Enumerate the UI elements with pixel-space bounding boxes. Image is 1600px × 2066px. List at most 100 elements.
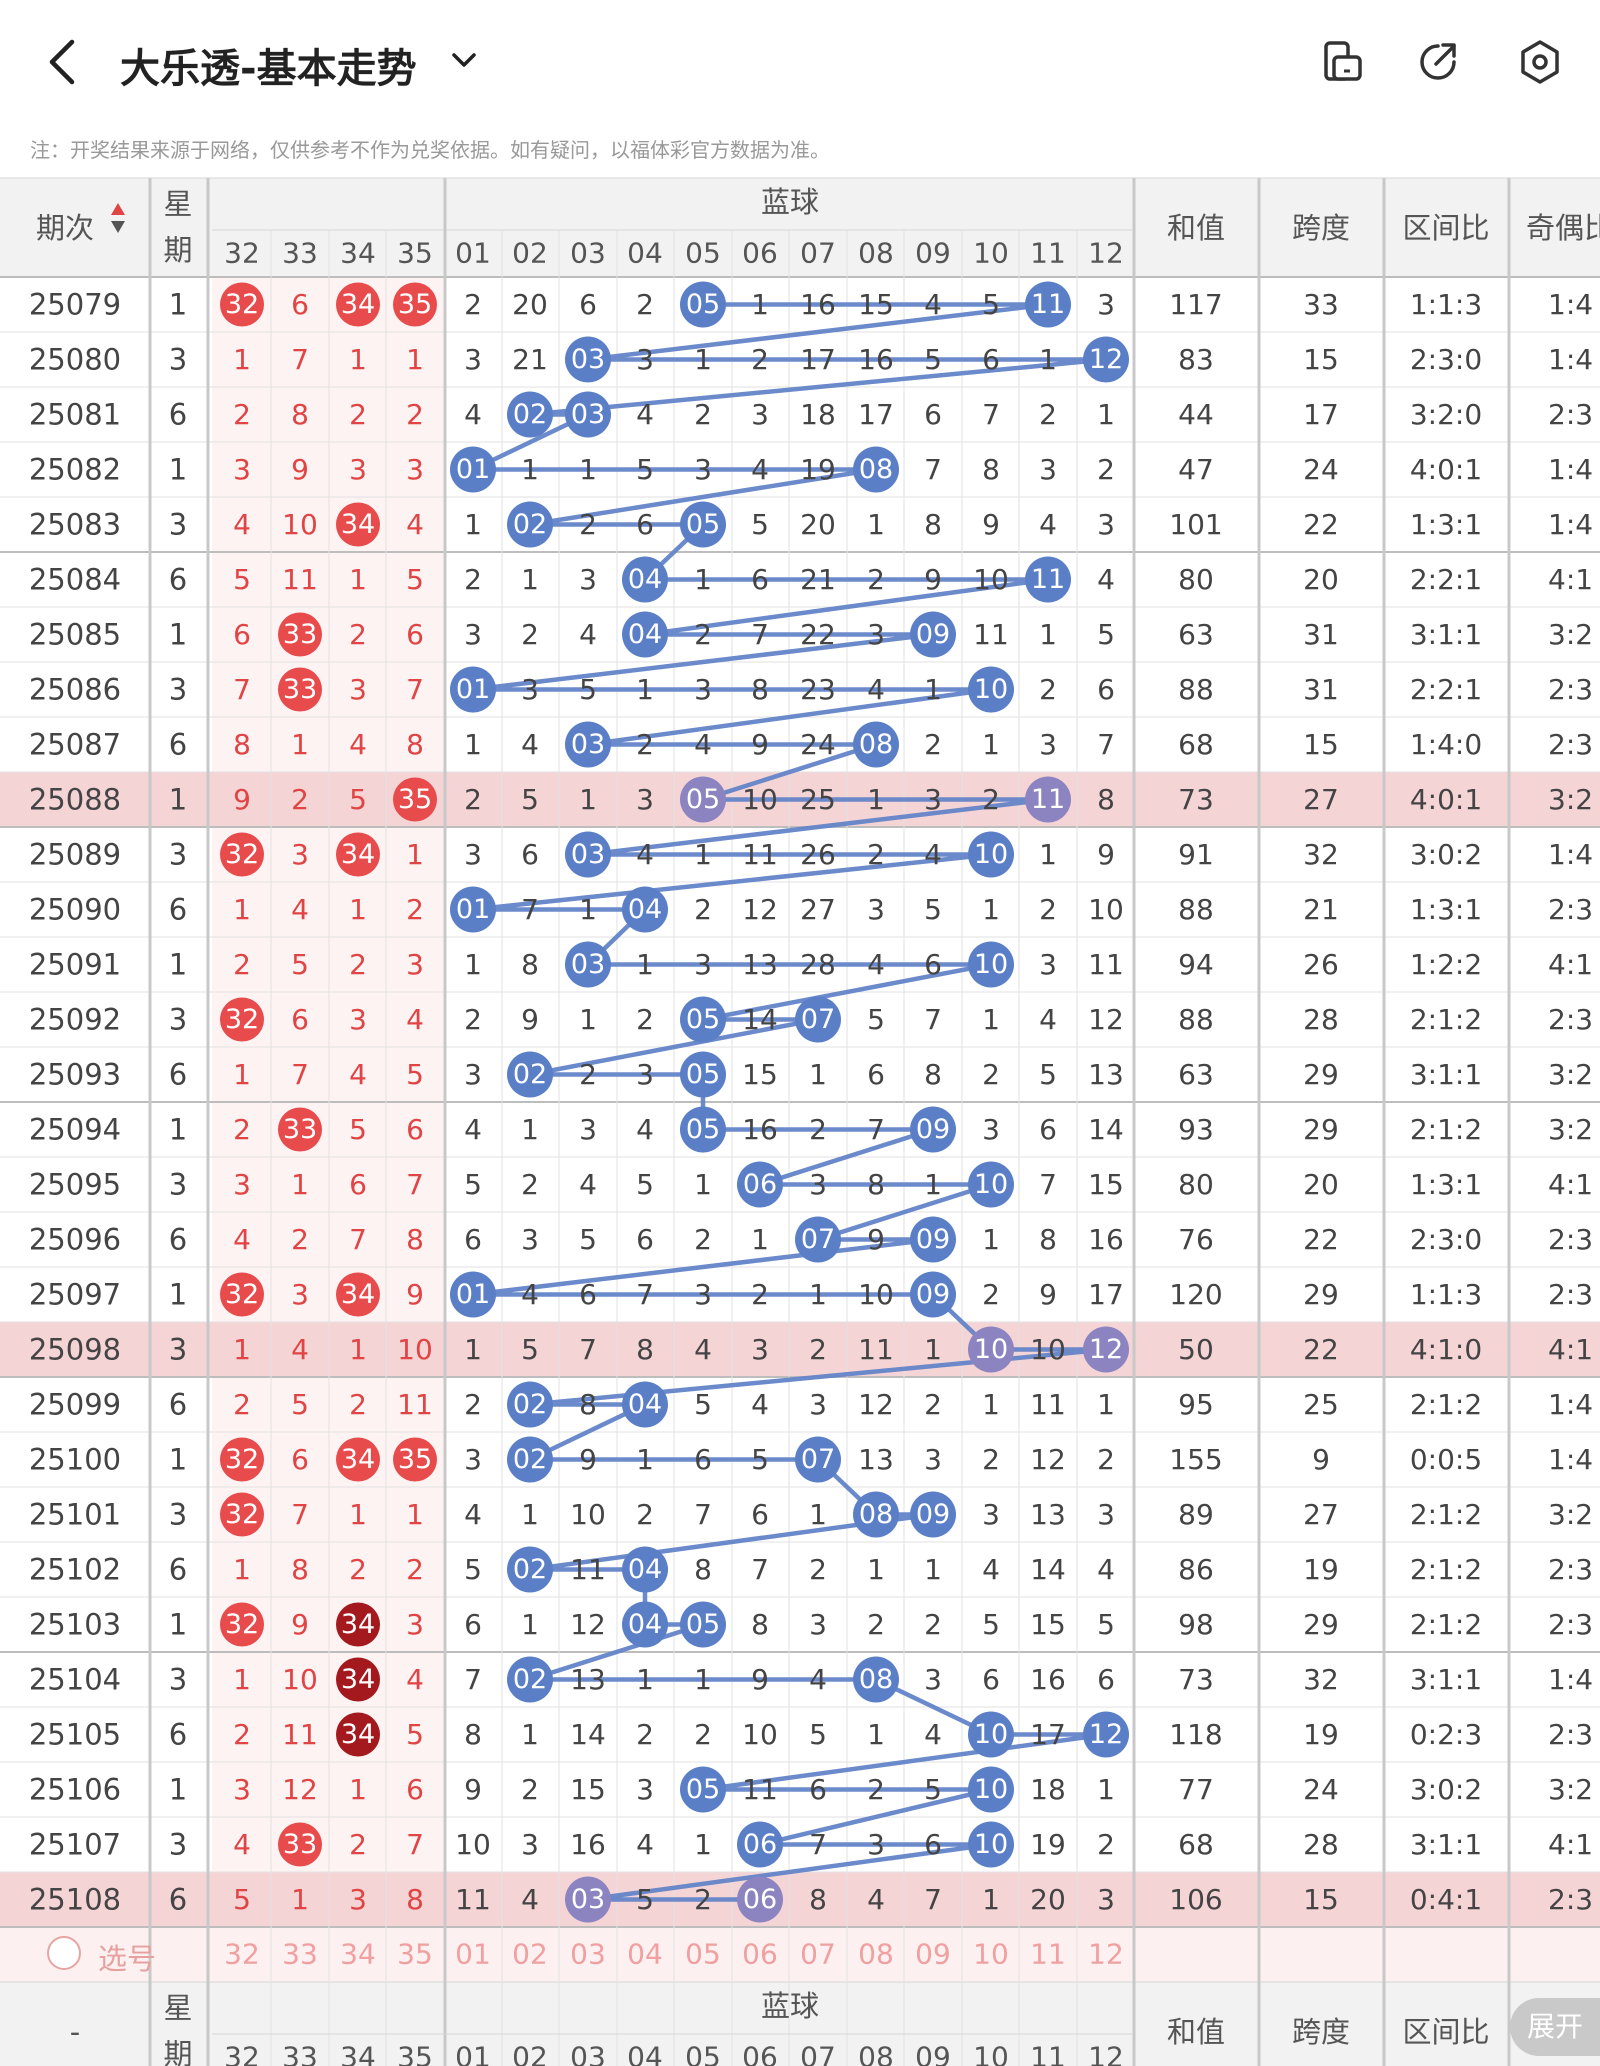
blue-miss-count: 1: [636, 1663, 654, 1696]
blue-miss-count: 1: [1097, 1773, 1115, 1806]
select-radio[interactable]: [47, 1936, 81, 1970]
period-cell: 25104: [29, 1663, 121, 1697]
blue-ball-number: 01: [456, 894, 490, 925]
select-number-label[interactable]: 选号: [98, 1942, 157, 1976]
blue-miss-count: 2: [924, 1608, 942, 1641]
chevron-left-icon[interactable]: [42, 38, 84, 86]
blue-miss-count: 2: [464, 783, 482, 816]
blue-miss-count: 2: [982, 783, 1000, 816]
zone-ratio-cell: 2:3:0: [1410, 1223, 1482, 1256]
blue-miss-count: 20: [800, 508, 836, 541]
red-ball-number: 32: [225, 1499, 259, 1530]
blue-miss-count: 16: [1088, 1223, 1124, 1256]
blue-miss-count: 3: [982, 1498, 1000, 1531]
blue-miss-count: 4: [521, 728, 539, 761]
blue-miss-count: 7: [982, 398, 1000, 431]
blue-miss-count: 2: [809, 1113, 827, 1146]
blue-miss-count: 2: [1039, 893, 1057, 926]
span-cell: 31: [1303, 618, 1339, 651]
zone-ratio-cell: 1:1:3: [1410, 1278, 1482, 1311]
blue-ball-number: 08: [859, 1664, 893, 1695]
odd-even-cell: 1:4: [1548, 508, 1593, 541]
hexagon-settings-icon[interactable]: [1516, 38, 1564, 86]
blue-miss-count: 18: [1030, 1773, 1066, 1806]
red-miss-count: 11: [282, 1718, 318, 1751]
blue-miss-count: 6: [1097, 1663, 1115, 1696]
blue-miss-count: 4: [867, 673, 885, 706]
expand-button[interactable]: 展开: [1510, 1998, 1600, 2056]
blue-miss-count: 2: [636, 288, 654, 321]
sort-up-icon[interactable]: [111, 203, 125, 215]
header-period: 期次: [36, 211, 94, 245]
header-red-col: 35: [397, 237, 433, 270]
red-ball-number: 34: [341, 1719, 375, 1750]
blue-miss-count: 3: [867, 1828, 885, 1861]
red-miss-count: 4: [406, 1663, 424, 1696]
blue-ball: [565, 941, 611, 988]
red-miss-count: 2: [349, 1553, 367, 1586]
blue-miss-count: 1: [924, 1553, 942, 1586]
blue-ball-number: 12: [1089, 1719, 1123, 1750]
blue-miss-count: 28: [800, 948, 836, 981]
blue-ball-number: 05: [686, 509, 720, 540]
zone-ratio-cell: 2:1:2: [1410, 1498, 1482, 1531]
zone-ratio-cell: 2:1:2: [1410, 1608, 1482, 1641]
sum-cell: 91: [1178, 838, 1214, 871]
blue-miss-count: 1: [809, 1058, 827, 1091]
footer-blue-col: 06: [742, 2041, 778, 2066]
sum-cell: 73: [1178, 1663, 1214, 1696]
share-arrow-icon[interactable]: [1414, 38, 1462, 86]
device-compare-icon[interactable]: [1320, 38, 1368, 86]
blue-miss-count: 3: [464, 838, 482, 871]
period-cell: 25092: [29, 1003, 121, 1037]
blue-miss-count: 6: [982, 343, 1000, 376]
blue-miss-count: 5: [924, 1773, 942, 1806]
odd-even-cell: 2:3: [1548, 1223, 1593, 1256]
blue-miss-count: 1: [694, 1168, 712, 1201]
blue-miss-count: 7: [1097, 728, 1115, 761]
blue-miss-count: 2: [579, 1058, 597, 1091]
chevron-down-icon[interactable]: [450, 50, 478, 70]
blue-ball: [968, 1326, 1014, 1373]
red-miss-count: 1: [291, 728, 309, 761]
blue-miss-count: 2: [464, 563, 482, 596]
blue-miss-count: 5: [521, 783, 539, 816]
blue-miss-count: 10: [742, 1718, 778, 1751]
blue-ball: [507, 391, 553, 438]
red-miss-count: 4: [233, 508, 251, 541]
select-blue-col: 11: [1030, 1938, 1066, 1971]
blue-ball: [680, 501, 726, 548]
red-miss-count: 7: [406, 1828, 424, 1861]
blue-ball-number: 06: [743, 1169, 777, 1200]
weekday-cell: 3: [169, 1498, 187, 1532]
zone-ratio-cell: 3:1:1: [1410, 618, 1482, 651]
blue-miss-count: 6: [751, 1498, 769, 1531]
blue-miss-count: 11: [1030, 1388, 1066, 1421]
weekday-cell: 1: [169, 1113, 187, 1147]
blue-miss-count: 4: [636, 838, 654, 871]
red-ball-number: 33: [283, 1114, 317, 1145]
blue-ball: [507, 501, 553, 548]
red-ball: [278, 667, 322, 712]
blue-ball: [968, 666, 1014, 713]
red-miss-count: 1: [291, 1883, 309, 1916]
red-ball: [220, 997, 264, 1042]
sum-cell: 120: [1169, 1278, 1222, 1311]
blue-miss-count: 4: [636, 1828, 654, 1861]
blue-miss-count: 5: [751, 508, 769, 541]
blue-miss-count: 5: [1097, 1608, 1115, 1641]
blue-miss-count: 19: [1030, 1828, 1066, 1861]
red-miss-count: 4: [233, 1828, 251, 1861]
blue-miss-count: 5: [982, 288, 1000, 321]
odd-even-cell: 1:4: [1548, 453, 1593, 486]
sum-cell: 44: [1178, 398, 1214, 431]
blue-ball-number: 02: [513, 399, 547, 430]
blue-miss-count: 6: [924, 1828, 942, 1861]
red-ball-number: 35: [398, 784, 432, 815]
blue-ball-number: 03: [571, 839, 605, 870]
odd-even-cell: 2:3: [1548, 398, 1593, 431]
blue-miss-count: 9: [751, 728, 769, 761]
sort-down-icon[interactable]: [111, 221, 125, 233]
span-cell: 24: [1303, 453, 1339, 486]
select-red-col: 32: [224, 1938, 260, 1971]
